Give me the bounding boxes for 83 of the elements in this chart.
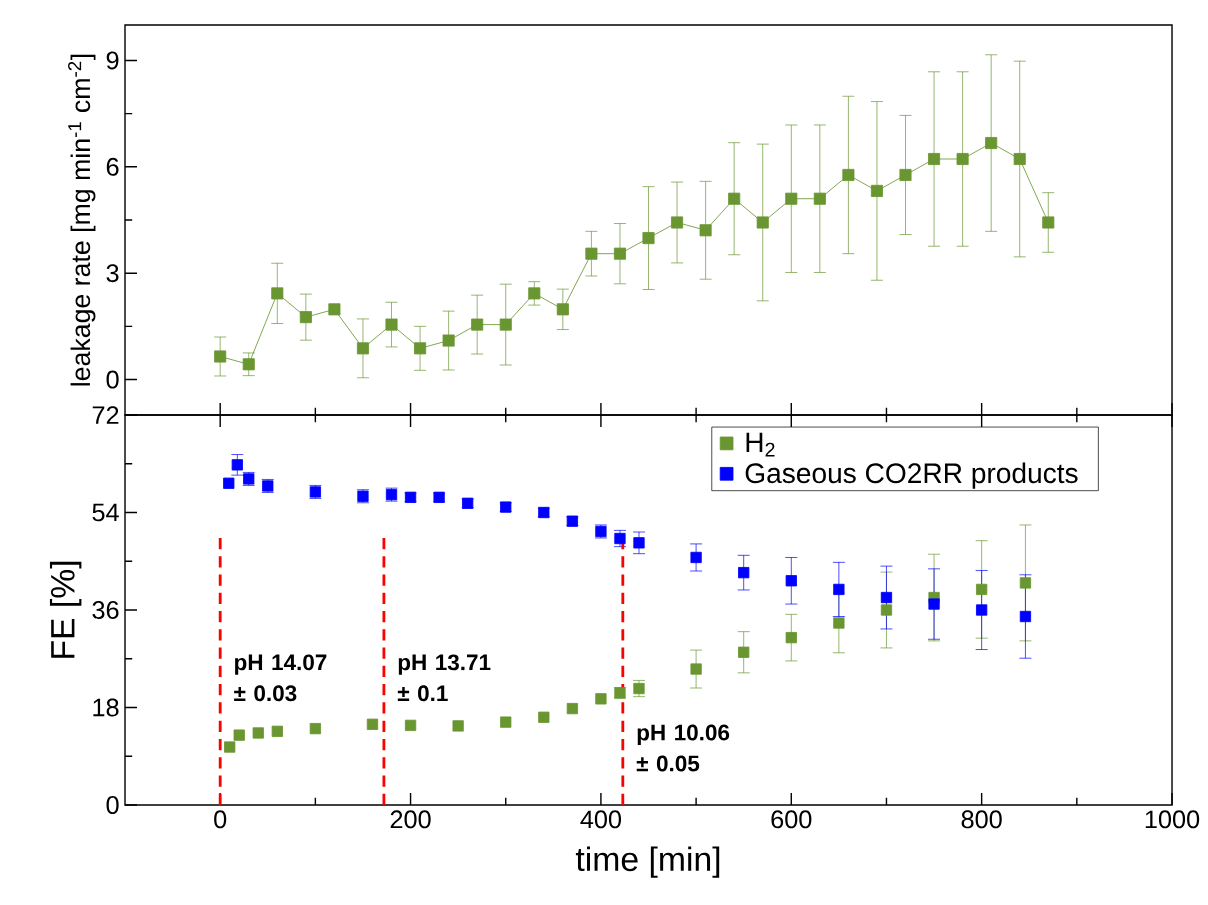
x-tick-label: 800 xyxy=(961,810,1002,829)
point xyxy=(690,551,702,564)
point xyxy=(499,318,512,331)
point xyxy=(785,575,797,587)
point xyxy=(528,287,541,300)
y-tick-label: 3 xyxy=(106,264,119,283)
point xyxy=(642,232,655,245)
point xyxy=(1013,152,1026,166)
point xyxy=(566,702,578,715)
point xyxy=(233,729,245,741)
point xyxy=(728,192,741,205)
point xyxy=(242,358,255,371)
point xyxy=(366,718,379,730)
point xyxy=(870,184,883,197)
point xyxy=(328,303,341,316)
point xyxy=(1019,577,1032,589)
point xyxy=(595,693,607,705)
point xyxy=(585,247,598,260)
point xyxy=(404,719,417,731)
x-tick-label: 1000 xyxy=(1145,810,1200,829)
y-tick-label: 18 xyxy=(93,698,119,717)
y-tick-label: 0 xyxy=(106,370,119,389)
y-axis-title: leakage rate [mg min$^{-1}$ cm$^{-2}$] xyxy=(68,54,96,386)
point xyxy=(671,216,684,229)
point xyxy=(224,741,236,753)
point xyxy=(976,583,988,596)
point xyxy=(538,711,550,723)
x-tick-label: 200 xyxy=(390,810,431,829)
point xyxy=(442,334,455,347)
point xyxy=(928,152,941,166)
point xyxy=(356,342,369,355)
ref-line-label: pH 13.71 ± 0.1 xyxy=(397,654,491,702)
point xyxy=(785,192,798,205)
point xyxy=(309,723,321,735)
point xyxy=(1042,216,1055,229)
y-tick-label: 72 xyxy=(92,406,119,424)
y-tick-label: 54 xyxy=(92,503,119,522)
point xyxy=(500,716,512,728)
point xyxy=(613,247,626,260)
x-tick-label: 0 xyxy=(214,810,227,829)
y-tick-label: 6 xyxy=(106,157,119,176)
point xyxy=(813,192,826,205)
point xyxy=(414,342,427,355)
y-axis-title: FE [%] xyxy=(49,561,82,658)
x-tick-label: 400 xyxy=(580,810,622,829)
point xyxy=(214,350,227,363)
point xyxy=(633,537,645,549)
y-tick-label: 9 xyxy=(106,51,119,70)
point xyxy=(452,720,464,732)
point xyxy=(471,318,484,331)
point xyxy=(271,725,283,737)
point xyxy=(756,216,769,229)
x-axis-title: time [min] xyxy=(575,846,720,878)
point xyxy=(385,318,398,331)
point xyxy=(556,303,569,316)
point xyxy=(252,727,264,739)
point xyxy=(928,598,940,610)
point xyxy=(880,591,893,604)
point xyxy=(299,311,312,324)
legend-label: H$_{2}$ xyxy=(746,432,775,457)
point xyxy=(785,632,797,644)
point xyxy=(699,224,712,237)
point xyxy=(690,663,702,675)
y-tick-label: 0 xyxy=(106,796,119,814)
point xyxy=(223,477,235,489)
point xyxy=(1019,610,1032,623)
point xyxy=(738,567,750,579)
x-tick-label: 600 xyxy=(771,810,812,829)
point xyxy=(271,287,284,300)
ref-line-label: pH 10.06 ± 0.05 xyxy=(636,724,730,772)
point xyxy=(842,168,855,181)
point xyxy=(231,459,243,471)
point xyxy=(985,137,998,150)
point xyxy=(738,646,750,658)
y-tick-label: 36 xyxy=(92,601,119,619)
point xyxy=(956,152,969,166)
point xyxy=(833,617,845,629)
point xyxy=(833,583,845,596)
point xyxy=(899,168,912,181)
legend-label: Gaseous CO2RR products xyxy=(745,462,1078,489)
point xyxy=(880,604,893,616)
point xyxy=(976,604,988,616)
ref-line-label: pH 14.07 ± 0.03 xyxy=(234,654,327,702)
